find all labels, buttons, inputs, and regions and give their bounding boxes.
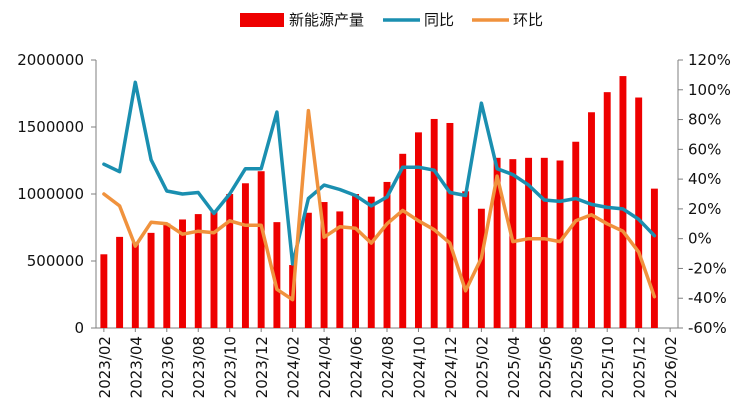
x-tick-label: 2024/12	[442, 336, 460, 398]
left-tick-label: 1000000	[17, 185, 84, 203]
right-tick-label: 120%	[688, 51, 731, 69]
bar	[603, 92, 611, 328]
right-tick-label: 60%	[688, 140, 721, 158]
x-tick-label: 2024/06	[348, 336, 366, 398]
left-tick-label: 1500000	[17, 118, 84, 136]
bar	[116, 236, 124, 328]
bar	[336, 211, 344, 328]
x-tick-label: 2023/12	[253, 336, 271, 398]
line-series	[102, 80, 657, 302]
left-axis-ticks: 0 500000 1000000 1500000 2000000	[17, 51, 96, 337]
left-tick-label: 500000	[27, 252, 84, 270]
bar	[147, 232, 155, 328]
bar	[179, 219, 186, 328]
x-tick-label: 2025/06	[536, 336, 554, 398]
bar	[540, 157, 548, 328]
bar-series	[100, 76, 658, 329]
legend-swatch-bar	[240, 13, 284, 27]
left-tick-label: 2000000	[17, 51, 84, 69]
right-tick-label: -20%	[688, 259, 727, 277]
x-tick-label: 2023/10	[222, 336, 240, 398]
right-tick-label: 20%	[688, 200, 721, 218]
bar	[525, 157, 533, 328]
bar	[477, 208, 485, 328]
x-tick-label: 2025/12	[631, 336, 649, 398]
bar	[588, 112, 595, 328]
x-tick-label: 2024/08	[379, 336, 397, 398]
bar	[572, 141, 580, 328]
bar	[493, 157, 501, 328]
legend-label-bar: 新能源产量	[289, 11, 364, 29]
bar	[304, 212, 312, 328]
bar	[509, 159, 517, 328]
x-tick-label: 2025/04	[505, 336, 523, 398]
bar	[352, 194, 360, 328]
x-tick-label: 2024/02	[285, 336, 303, 398]
legend: 新能源产量 同比 环比	[240, 11, 543, 29]
bar	[619, 76, 627, 328]
x-tick-label: 2024/10	[410, 336, 428, 398]
x-axis-ticks: 2023/02 2023/04 2023/06 2023/08 2023/10 2023/…	[96, 328, 680, 398]
right-tick-label: -60%	[688, 319, 727, 337]
bar	[414, 132, 422, 328]
right-tick-label: 0%	[688, 230, 712, 248]
bar	[241, 183, 249, 328]
bar	[635, 97, 643, 329]
right-tick-label: 80%	[688, 111, 721, 129]
bar	[194, 214, 202, 328]
bar	[462, 191, 470, 328]
bar	[556, 160, 564, 328]
bar	[226, 194, 234, 328]
mom-line	[102, 108, 657, 302]
x-tick-label: 2023/02	[96, 336, 114, 398]
right-tick-label: 40%	[688, 170, 721, 188]
bar	[163, 223, 171, 328]
x-tick-label: 2025/08	[568, 336, 586, 398]
x-tick-label: 2025/10	[599, 336, 617, 398]
bar	[257, 171, 265, 328]
right-axis-ticks: -60% -40% -20% 0% 20% 40% 60% 80% 100% 120%	[678, 51, 731, 337]
right-tick-label: -40%	[688, 289, 727, 307]
bar	[367, 196, 375, 328]
left-tick-label: 0	[74, 319, 84, 337]
bar	[320, 202, 328, 328]
legend-label-mom: 环比	[513, 11, 543, 29]
legend-label-yoy: 同比	[424, 11, 454, 29]
x-tick-label: 2026/02	[662, 336, 680, 398]
x-tick-label: 2023/04	[127, 336, 145, 398]
bar	[131, 242, 139, 328]
bar	[383, 181, 391, 328]
bar	[100, 254, 108, 328]
bar	[430, 118, 438, 329]
bar	[446, 122, 454, 328]
yoy-line	[102, 80, 657, 266]
bar	[650, 188, 658, 328]
bar	[210, 211, 218, 328]
x-tick-label: 2024/04	[316, 336, 334, 398]
right-tick-label: 100%	[688, 81, 731, 99]
x-tick-label: 2025/02	[473, 336, 491, 398]
x-tick-label: 2023/06	[159, 336, 177, 398]
bar	[399, 153, 407, 328]
x-tick-label: 2023/08	[190, 336, 208, 398]
bar	[273, 222, 281, 328]
